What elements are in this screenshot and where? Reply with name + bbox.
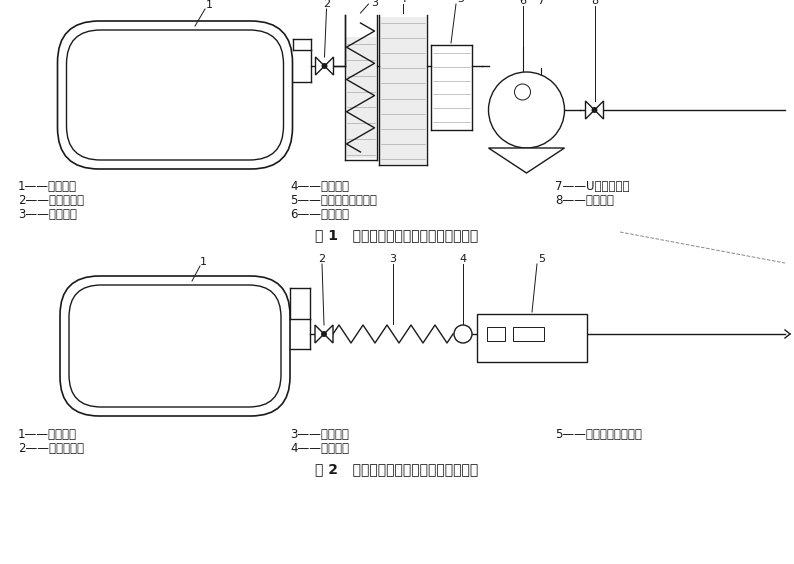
Text: 1——被检件；: 1——被检件； — [18, 180, 77, 193]
Text: 2: 2 — [323, 0, 330, 9]
Text: 1——被检件；: 1——被检件； — [18, 428, 77, 441]
Text: 5: 5 — [457, 0, 464, 4]
FancyBboxPatch shape — [57, 21, 292, 169]
Bar — [513, 327, 544, 341]
Bar — [345, 37, 376, 158]
Text: 1: 1 — [206, 0, 213, 10]
Polygon shape — [488, 148, 565, 173]
Polygon shape — [595, 101, 603, 119]
Text: 3: 3 — [390, 254, 396, 264]
Text: 6: 6 — [461, 329, 466, 338]
Text: 4——温度计；: 4——温度计； — [290, 442, 349, 455]
Text: 4——增湿器；: 4——增湿器； — [290, 180, 349, 193]
FancyBboxPatch shape — [69, 285, 281, 407]
Text: 6——温度计；: 6——温度计； — [290, 208, 349, 221]
Text: 8——旁通阀。: 8——旁通阀。 — [555, 194, 614, 207]
Text: 2——放空管阀；: 2——放空管阀； — [18, 442, 84, 455]
Circle shape — [322, 64, 327, 68]
Text: 4: 4 — [460, 254, 467, 264]
Polygon shape — [325, 57, 333, 75]
FancyBboxPatch shape — [60, 276, 290, 416]
Circle shape — [322, 332, 326, 336]
Circle shape — [515, 84, 530, 100]
Bar — [487, 327, 505, 341]
Text: 图 2   气体质量流量计法试验装置原理图: 图 2 气体质量流量计法试验装置原理图 — [315, 462, 479, 476]
Text: 5——湿式气体流量计；: 5——湿式气体流量计； — [290, 194, 377, 207]
Text: 7: 7 — [537, 0, 544, 6]
Polygon shape — [315, 325, 324, 343]
Text: 2——放空管阀；: 2——放空管阀； — [18, 194, 84, 207]
Polygon shape — [324, 325, 333, 343]
Text: 3: 3 — [371, 0, 378, 8]
Polygon shape — [585, 101, 595, 119]
Bar — [380, 17, 426, 164]
Text: 8: 8 — [591, 0, 598, 6]
Polygon shape — [315, 57, 325, 75]
Text: 7——U型差压计；: 7——U型差压计； — [555, 180, 630, 193]
Circle shape — [592, 108, 597, 112]
Text: 6: 6 — [519, 0, 526, 6]
Text: 1: 1 — [199, 257, 206, 267]
Text: 3——升温器；: 3——升温器； — [18, 208, 77, 221]
Text: 5: 5 — [538, 254, 545, 264]
Text: 3——升温器；: 3——升温器； — [290, 428, 349, 441]
Circle shape — [488, 72, 565, 148]
Bar — [477, 314, 587, 362]
Text: 2: 2 — [318, 254, 326, 264]
Circle shape — [454, 325, 472, 343]
Text: 4: 4 — [399, 0, 406, 4]
FancyBboxPatch shape — [67, 30, 283, 160]
Text: 5——气体质量流量计。: 5——气体质量流量计。 — [555, 428, 642, 441]
Text: 图 1   湿式气体流量计法试验装置原理图: 图 1 湿式气体流量计法试验装置原理图 — [315, 228, 479, 242]
